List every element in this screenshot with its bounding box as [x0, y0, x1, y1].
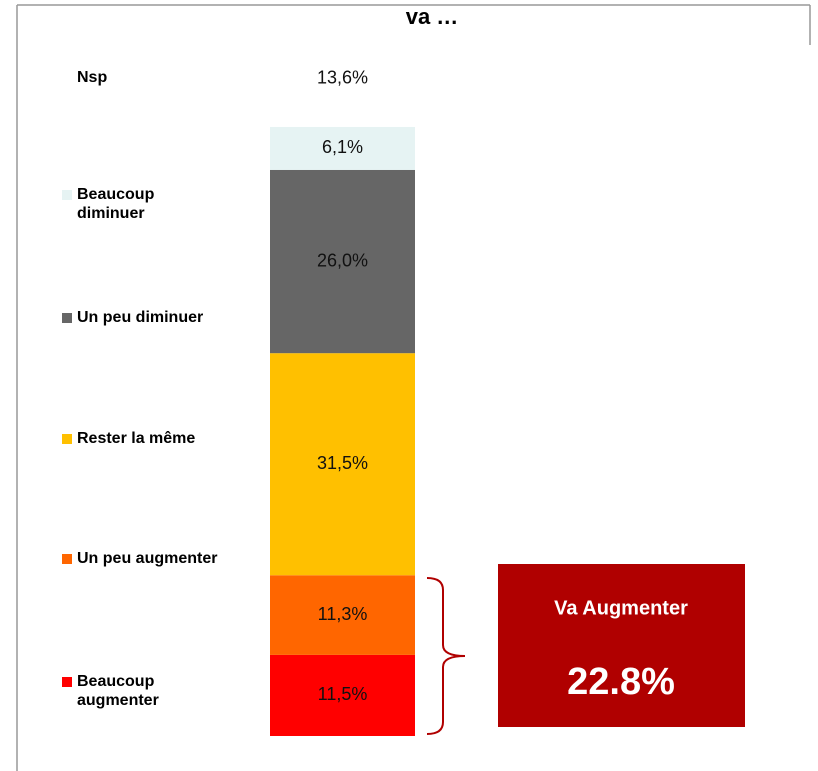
- bar-segment: [270, 575, 415, 655]
- legend-label: Nsp: [77, 69, 108, 86]
- value-label: 31,5%: [317, 453, 368, 473]
- value-label: 11,3%: [318, 604, 368, 624]
- chart-title: va …: [406, 4, 459, 29]
- legend-label: Un peu augmenter: [77, 550, 218, 567]
- legend-label: Beaucoup augmenter: [77, 673, 159, 709]
- brace: [426, 577, 466, 735]
- bar-segment: [270, 169, 415, 354]
- value-label: 11,5%: [318, 684, 368, 704]
- legend-swatch: [62, 313, 72, 323]
- legend-label: Un peu diminuer: [77, 309, 204, 326]
- value-label: 13,6%: [317, 68, 368, 88]
- legend-swatch: [62, 190, 72, 200]
- annotation-box: [498, 564, 745, 727]
- legend-label: Beaucoup diminuer: [77, 186, 155, 222]
- bar-segment: [270, 353, 415, 576]
- bar-segment: [270, 654, 415, 736]
- legend-label: Rester la même: [77, 430, 196, 447]
- annotation-value: 22.8%: [567, 661, 675, 703]
- annotation-label: Va Augmenter: [554, 597, 688, 619]
- legend-swatch: [62, 677, 72, 687]
- legend-swatch: [62, 434, 72, 444]
- bar-segment: [270, 31, 415, 127]
- value-label: 6,1%: [322, 137, 363, 157]
- value-label: 26,0%: [317, 250, 368, 270]
- legend-swatch: [62, 554, 72, 564]
- bar-segment: [270, 126, 415, 170]
